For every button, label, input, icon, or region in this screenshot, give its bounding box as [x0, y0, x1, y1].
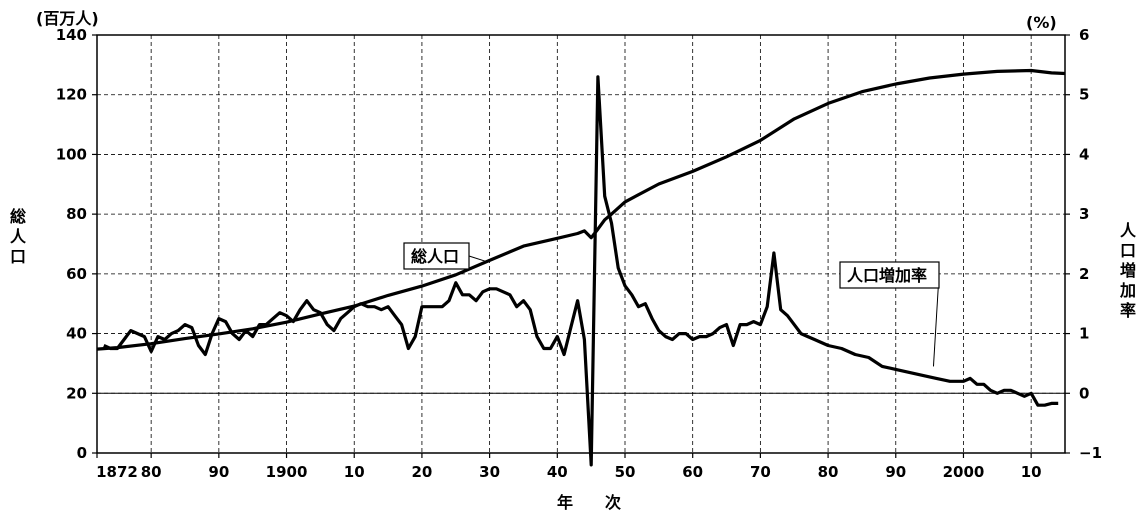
y-left-tick-label: 0: [77, 444, 87, 462]
plot-border: [96, 34, 1066, 454]
x-axis-title: 年 次: [557, 493, 621, 512]
axis-title-char: 人: [1120, 221, 1137, 240]
x-tick-label: 10: [1021, 463, 1042, 481]
callout-text: 人口増加率: [847, 266, 927, 285]
x-tick-label: 1872: [96, 463, 138, 481]
y-right-tick-label: 3: [1079, 205, 1089, 223]
axis-title-char: 口: [10, 247, 26, 266]
callout-leader: [932, 274, 940, 367]
y-left-tick-label: 60: [66, 265, 87, 283]
x-tick-label: 90: [885, 463, 906, 481]
y-left-tick-label: 100: [56, 145, 87, 163]
callout-text: 総人口: [411, 247, 459, 266]
x-tick-label: 80: [141, 463, 162, 481]
callout-leader: [468, 255, 488, 263]
y-left-tick-label: 140: [56, 26, 87, 44]
x-tick-label: 90: [208, 463, 229, 481]
x-tick-label: 80: [818, 463, 839, 481]
y-left-tick-label: 20: [66, 384, 87, 402]
x-tick-label: 30: [479, 463, 500, 481]
x-tick-label: 10: [344, 463, 365, 481]
population-line: [96, 68, 1066, 351]
y-right-axis-title: 人口増加率: [1119, 221, 1137, 320]
y-right-tick-label: 6: [1079, 26, 1089, 44]
population-callout: 総人口: [403, 242, 488, 270]
y-right-unit-label: (%): [1026, 13, 1057, 32]
grid-layer: [97, 35, 1065, 453]
axis-title-char: 口: [1120, 241, 1136, 260]
y-left-axis-title: 総人口: [10, 207, 27, 266]
axis-title-char: 増: [1120, 261, 1136, 280]
y-left-tick-label: 120: [56, 86, 87, 104]
plot-frame: [96, 34, 1066, 454]
axis-title-char: 加: [1119, 281, 1136, 300]
series-layer: [96, 68, 1066, 467]
y-right-tick-label: 2: [1079, 265, 1089, 283]
axis-title-char: 率: [1120, 301, 1136, 320]
callout-box: [403, 242, 470, 270]
growth-rate-line: [103, 75, 1059, 467]
y-left-tick-label: 40: [66, 325, 87, 343]
y-left-tick-label: 80: [66, 205, 87, 223]
x-tick-label: 20: [411, 463, 432, 481]
x-tick-label: 60: [682, 463, 703, 481]
y-right-tick-label: 0: [1079, 384, 1089, 402]
y-left-unit-label: (百万人): [36, 9, 99, 28]
x-tick-label: 50: [615, 463, 636, 481]
callout-box: [839, 261, 940, 289]
y-right-tick-label: 5: [1079, 86, 1089, 104]
x-tick-label: 1900: [266, 463, 308, 481]
growth-rate-callout: 人口増加率: [839, 261, 940, 367]
x-tick-label: 70: [750, 463, 771, 481]
x-tick-label: 2000: [943, 463, 985, 481]
y-right-tick-label: 4: [1079, 145, 1089, 163]
axis-title-char: 人: [10, 227, 27, 246]
y-right-tick-label: −1: [1079, 444, 1102, 462]
axis-title-char: 総: [10, 207, 26, 226]
y-right-tick-label: 1: [1079, 325, 1089, 343]
x-tick-label: 40: [547, 463, 568, 481]
